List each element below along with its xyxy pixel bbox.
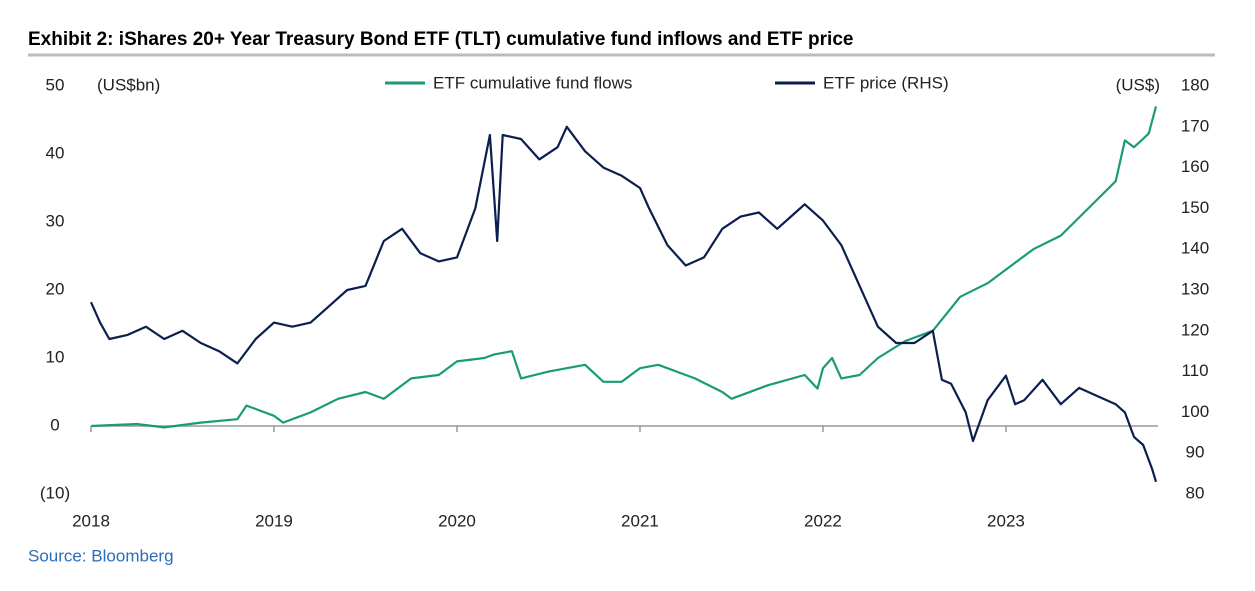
y2-tick-label: 170 — [1181, 116, 1209, 135]
x-tick-label: 2018 — [72, 511, 110, 530]
x-tick-label: 2019 — [255, 511, 293, 530]
y-tick-label: 20 — [46, 279, 65, 298]
y2-tick-label: 100 — [1181, 402, 1209, 421]
y2-tick-label: 80 — [1186, 483, 1205, 502]
y2-tick-label: 140 — [1181, 239, 1209, 258]
y2-tick-label: 150 — [1181, 198, 1209, 217]
y2-tick-label: 160 — [1181, 157, 1209, 176]
y-tick-label: 50 — [46, 75, 65, 94]
y2-axis-label: (US$) — [1116, 75, 1160, 94]
x-tick-label: 2020 — [438, 511, 476, 530]
y-tick-label: 0 — [50, 415, 59, 434]
y-tick-label: 10 — [46, 347, 65, 366]
chart-title: Exhibit 2: iShares 20+ Year Treasury Bon… — [28, 29, 853, 50]
y-tick-label: (10) — [40, 483, 70, 502]
legend-label: ETF cumulative fund flows — [433, 73, 632, 92]
y-tick-label: 30 — [46, 211, 65, 230]
legend-label: ETF price (RHS) — [823, 73, 949, 92]
y2-tick-label: 180 — [1181, 75, 1209, 94]
x-tick-label: 2022 — [804, 511, 842, 530]
source: Source: Bloomberg — [28, 546, 174, 565]
y2-tick-label: 110 — [1181, 361, 1208, 380]
x-tick-label: 2023 — [987, 511, 1025, 530]
y-axis-label: (US$bn) — [97, 75, 160, 94]
y2-tick-label: 90 — [1186, 443, 1205, 462]
x-tick-label: 2021 — [621, 511, 659, 530]
series-line — [90, 106, 1158, 429]
y2-tick-label: 130 — [1181, 279, 1209, 298]
series-line — [89, 125, 1158, 483]
y-tick-label: 40 — [46, 143, 65, 162]
y2-tick-label: 120 — [1181, 320, 1209, 339]
